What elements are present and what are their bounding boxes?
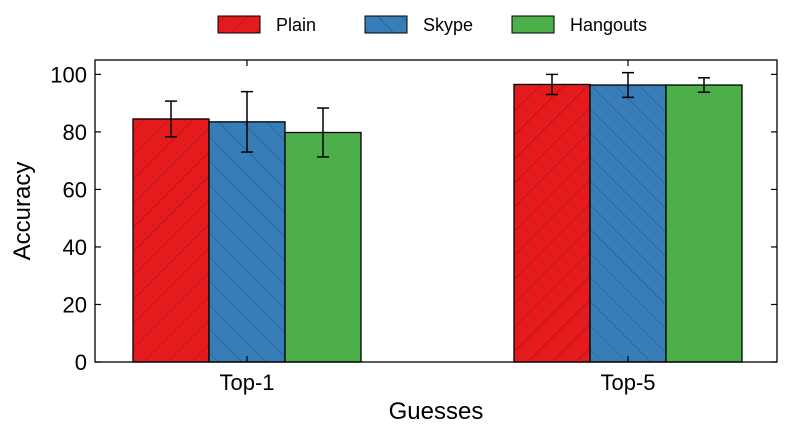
legend-item-hangouts: Hangouts (511, 15, 647, 35)
y-tick-label: 100 (50, 62, 87, 87)
legend-swatch-hangouts (511, 15, 555, 34)
y-tick-label: 60 (63, 177, 87, 202)
bars-group (132, 71, 743, 363)
y-axis-ticks: 0 20 40 60 80 100 (50, 62, 777, 375)
error-bar-hangouts-top-5 (698, 77, 710, 93)
plot-frame (94, 59, 778, 363)
error-bar-hangouts-top-1 (317, 107, 329, 158)
y-tick-label: 20 (63, 292, 87, 317)
y-tick-label: 0 (75, 350, 87, 375)
x-tick-label-top-1: Top-1 (219, 370, 274, 395)
x-axis-ticks: Top-1 Top-5 (219, 60, 656, 395)
legend: Plain Skype Hangouts (217, 15, 647, 35)
legend-item-skype: Skype (364, 15, 473, 35)
legend-label-hangouts: Hangouts (570, 15, 647, 35)
error-bar-skype-top-5 (622, 71, 634, 99)
legend-swatch-hatch-skype (365, 16, 407, 33)
legend-label-skype: Skype (423, 15, 473, 35)
bar-hangouts-top-5 (665, 84, 743, 363)
bar-hatch-skype-top-5 (590, 85, 666, 362)
x-tick-label-top-5: Top-5 (600, 370, 655, 395)
error-bar-plain-top-5 (546, 73, 558, 96)
bar-hangouts-top-1 (284, 131, 362, 363)
legend-item-plain: Plain (217, 15, 316, 35)
legend-swatch-hatch-plain (218, 16, 260, 33)
y-tick-label: 40 (63, 235, 87, 260)
y-tick-label: 80 (63, 120, 87, 145)
y-axis-title: Accuracy (9, 162, 36, 261)
bar-hatch-plain-top-1 (133, 118, 209, 362)
x-axis-title: Guesses (389, 398, 484, 425)
error-bar-plain-top-1 (165, 100, 177, 138)
legend-label-plain: Plain (276, 15, 316, 35)
bar-hatch-plain-top-5 (514, 84, 590, 362)
error-bar-skype-top-1 (241, 90, 253, 153)
bar-hatch-skype-top-1 (209, 121, 285, 362)
